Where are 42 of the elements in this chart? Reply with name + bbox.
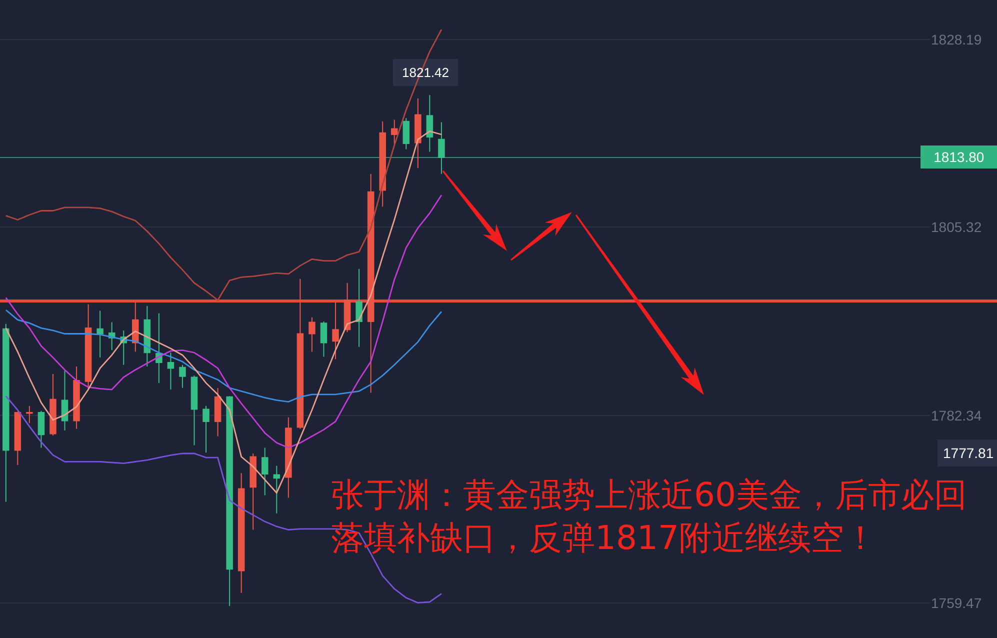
candlestick <box>344 282 351 333</box>
candlestick <box>273 465 280 514</box>
candlestick <box>50 373 56 436</box>
candlestick <box>261 447 268 496</box>
candlestick <box>179 364 186 388</box>
candlestick <box>38 410 45 448</box>
y-tick-label: 1759.47 <box>931 594 982 611</box>
candlestick <box>308 316 316 352</box>
candlestick <box>167 352 174 390</box>
y-tick-label: 1805.32 <box>931 218 982 235</box>
ref-line-label: 1813.80 <box>934 149 984 165</box>
candlestick <box>320 320 328 358</box>
candlestick <box>402 118 410 150</box>
candlestick <box>285 416 292 498</box>
candlestick <box>226 396 233 607</box>
candlestick <box>96 310 104 358</box>
candlestick <box>250 452 256 530</box>
candlestick <box>296 278 304 430</box>
text: 1777.81 <box>943 445 994 461</box>
annotation: 张于渊：黄金强势上涨近60美金，后市必回落填补缺口，反弹1817附近继续空！ <box>331 475 967 557</box>
candlestick <box>238 472 245 594</box>
y-tick-label: 1828.19 <box>931 31 982 48</box>
candlestick <box>202 405 210 454</box>
candlestick <box>426 94 434 152</box>
candlestick <box>379 120 386 208</box>
candlestick <box>367 173 374 394</box>
candlestick <box>214 387 222 437</box>
candlestick <box>156 312 162 384</box>
candlestick <box>390 119 398 146</box>
line-series <box>5 309 442 403</box>
candlestick <box>73 366 80 430</box>
candlestick <box>26 405 33 424</box>
line-series <box>5 194 442 448</box>
candlestick <box>414 98 422 169</box>
candlestick <box>332 301 339 360</box>
candlestick <box>14 411 22 466</box>
candlestick <box>356 268 362 348</box>
candlestick <box>61 370 68 432</box>
candlestick <box>190 375 198 446</box>
candlestick <box>144 305 151 368</box>
candlestick <box>2 323 10 502</box>
y-tick-label: 1782.34 <box>931 407 982 424</box>
